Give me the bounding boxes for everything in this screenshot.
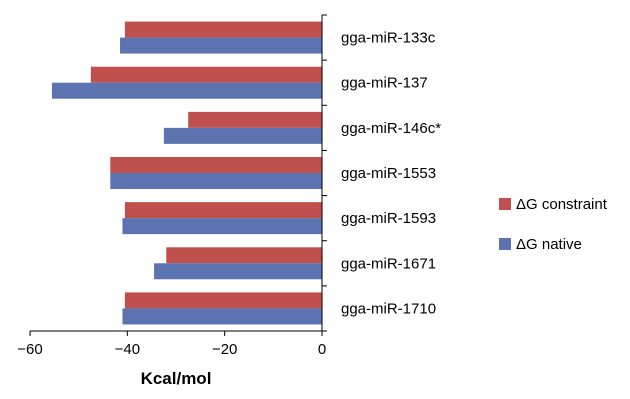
category-label: gga-miR-146c* xyxy=(341,120,441,137)
category-label: gga-miR-137 xyxy=(341,75,428,92)
bar-constraint-1 xyxy=(124,21,323,38)
legend: ΔG constraint ΔG native xyxy=(499,196,608,253)
legend-label: ΔG constraint xyxy=(516,196,608,213)
category-label: gga-miR-1593 xyxy=(341,210,436,227)
category-label: gga-miR-1671 xyxy=(341,255,436,272)
x-tick-label: −40 xyxy=(115,341,140,358)
bars-group xyxy=(51,21,323,325)
bar-native-2 xyxy=(51,82,323,99)
category-label: gga-miR-1710 xyxy=(341,300,436,317)
bar-native-3 xyxy=(163,127,322,144)
bar-native-1 xyxy=(120,37,323,54)
bar-constraint-6 xyxy=(166,247,322,264)
bar-constraint-7 xyxy=(124,292,323,309)
category-label: gga-miR-1553 xyxy=(341,165,436,182)
category-labels-group: gga-miR-133c gga-miR-137 gga-miR-146c* gga-… xyxy=(341,30,441,318)
legend-label: ΔG native xyxy=(516,236,582,253)
bar-native-7 xyxy=(122,308,322,325)
bar-constraint-3 xyxy=(188,111,322,128)
x-tick-label: −60 xyxy=(17,341,42,358)
bar-constraint-2 xyxy=(90,66,322,83)
category-label: gga-miR-133c xyxy=(341,30,436,47)
bar-native-4 xyxy=(110,173,322,189)
bar-native-6 xyxy=(154,263,322,280)
bar-constraint-5 xyxy=(124,202,323,219)
x-ticks-group: −60 −40 −20 0 xyxy=(17,14,327,358)
legend-swatch xyxy=(499,198,511,210)
bar-constraint-4 xyxy=(110,157,322,173)
x-tick-label: 0 xyxy=(318,341,326,358)
legend-swatch xyxy=(499,238,511,250)
x-axis-label: Kcal/mol xyxy=(141,369,212,388)
bar-native-5 xyxy=(122,218,322,235)
x-tick-label: −20 xyxy=(212,341,237,358)
